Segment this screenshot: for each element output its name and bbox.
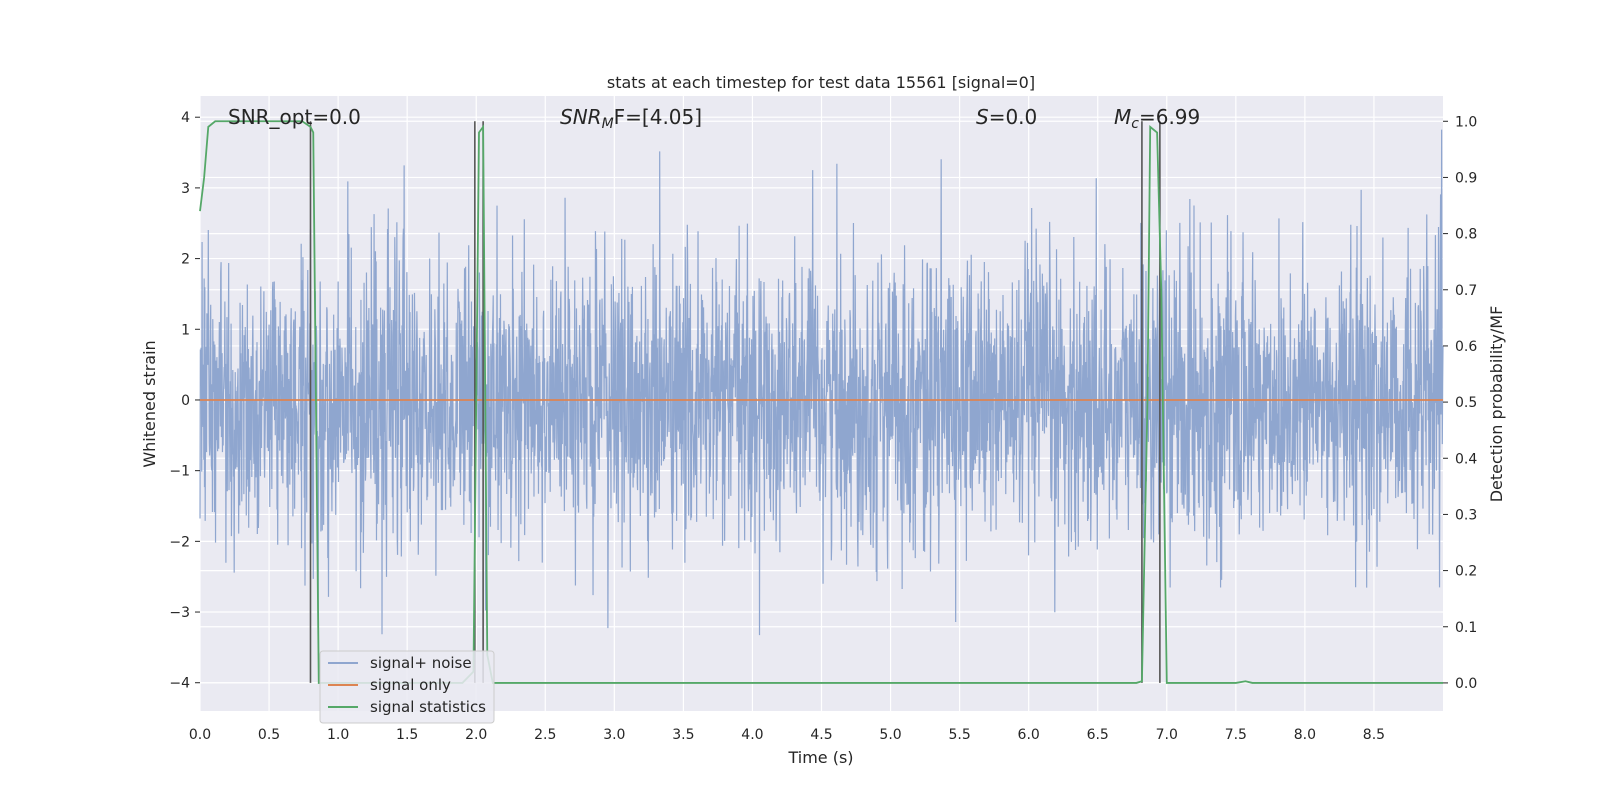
chart-title: stats at each timestep for test data 155… [607,73,1035,92]
snr-mf-base: SNR [560,105,602,129]
y-right-tick-label: 0.4 [1455,451,1477,467]
snr-mf-rest: F=[4.05] [614,105,702,129]
x-tick-label: 6.5 [1087,727,1109,743]
y-tick-label: 3 [181,181,190,197]
y-axis-label-right: Detection probability/MF [1487,306,1506,503]
y-tick-label: 2 [181,252,190,268]
x-tick-label: 4.5 [810,727,832,743]
s-italic: S [976,105,989,129]
noise-line [199,129,1444,648]
x-tick-label: 0.5 [258,727,280,743]
y-right-tick-label: 0.6 [1455,339,1477,355]
y-tick-label: −4 [169,676,190,692]
mc-sub: c [1131,116,1139,132]
annotation-snr-mf: SNRMF=[4.05] [560,105,702,132]
y-tick-label: −1 [169,464,190,480]
y-right-tick-label: 0.8 [1455,227,1477,243]
annotation-s: S=0.0 [976,105,1037,129]
annotation-snr-opt: SNR_opt=0.0 [228,105,361,129]
annotation-mc: Mc=6.99 [1114,105,1200,132]
signal-noise-series [199,129,1444,648]
x-tick-label: 1.5 [396,727,418,743]
y-right-tick-label: 0.9 [1455,170,1477,186]
legend-label-noise: signal+ noise [370,654,472,672]
y-tick-label: −3 [169,605,190,621]
x-tick-label: 3.0 [603,727,625,743]
x-tick-label: 7.0 [1156,727,1178,743]
x-tick-label: 8.5 [1363,727,1385,743]
legend-label-stats: signal statistics [370,698,486,716]
x-tick-label: 5.5 [948,727,970,743]
y-right-tick-label: 0.3 [1455,507,1477,523]
y-right-tick-label: 1.0 [1455,114,1477,130]
x-tick-label: 6.0 [1018,727,1040,743]
x-tick-label: 3.5 [672,727,694,743]
y-right-tick-label: 0.0 [1455,676,1477,692]
legend-label-signal: signal only [370,676,451,694]
x-tick-label: 8.0 [1294,727,1316,743]
x-axis-label: Time (s) [787,748,853,767]
y-tick-label: 1 [181,322,190,338]
y-tick-label: −2 [169,534,190,550]
y-right-tick-label: 0.1 [1455,620,1477,636]
y-right-tick-label: 0.2 [1455,564,1477,580]
y-right-tick-label: 0.5 [1455,395,1477,411]
x-tick-labels: 0.0 0.5 1.0 1.5 2.0 2.5 3.0 3.5 4.0 4.5 5.0 5.5 6.0 6… [189,727,1385,743]
y-right-tick-label: 0.7 [1455,283,1477,299]
x-tick-label: 4.0 [741,727,763,743]
x-tick-label: 0.0 [189,727,211,743]
legend: signal+ noise signal only signal statist… [319,650,495,724]
s-rest: =0.0 [989,105,1038,129]
mc-rest: =6.99 [1139,105,1200,129]
mc-base: M [1114,105,1131,129]
y-tick-label: 4 [181,110,190,126]
legend-box [319,650,495,724]
x-tick-label: 7.5 [1225,727,1247,743]
y-tick-label: 0 [181,393,190,409]
x-tick-label: 1.0 [327,727,349,743]
y-left-tick-labels: −4 −3 −2 −1 0 1 2 3 4 [169,110,200,692]
y-axis-label-left: Whitened strain [140,340,159,467]
snr-mf-sub: M [602,116,614,132]
x-tick-label: 5.0 [879,727,901,743]
x-tick-label: 2.5 [534,727,556,743]
y-right-tick-labels: 0.0 0.1 0.2 0.3 0.4 0.5 0.6 0.7 0.8 0.9 1.0 [1443,114,1477,692]
x-tick-label: 2.0 [465,727,487,743]
